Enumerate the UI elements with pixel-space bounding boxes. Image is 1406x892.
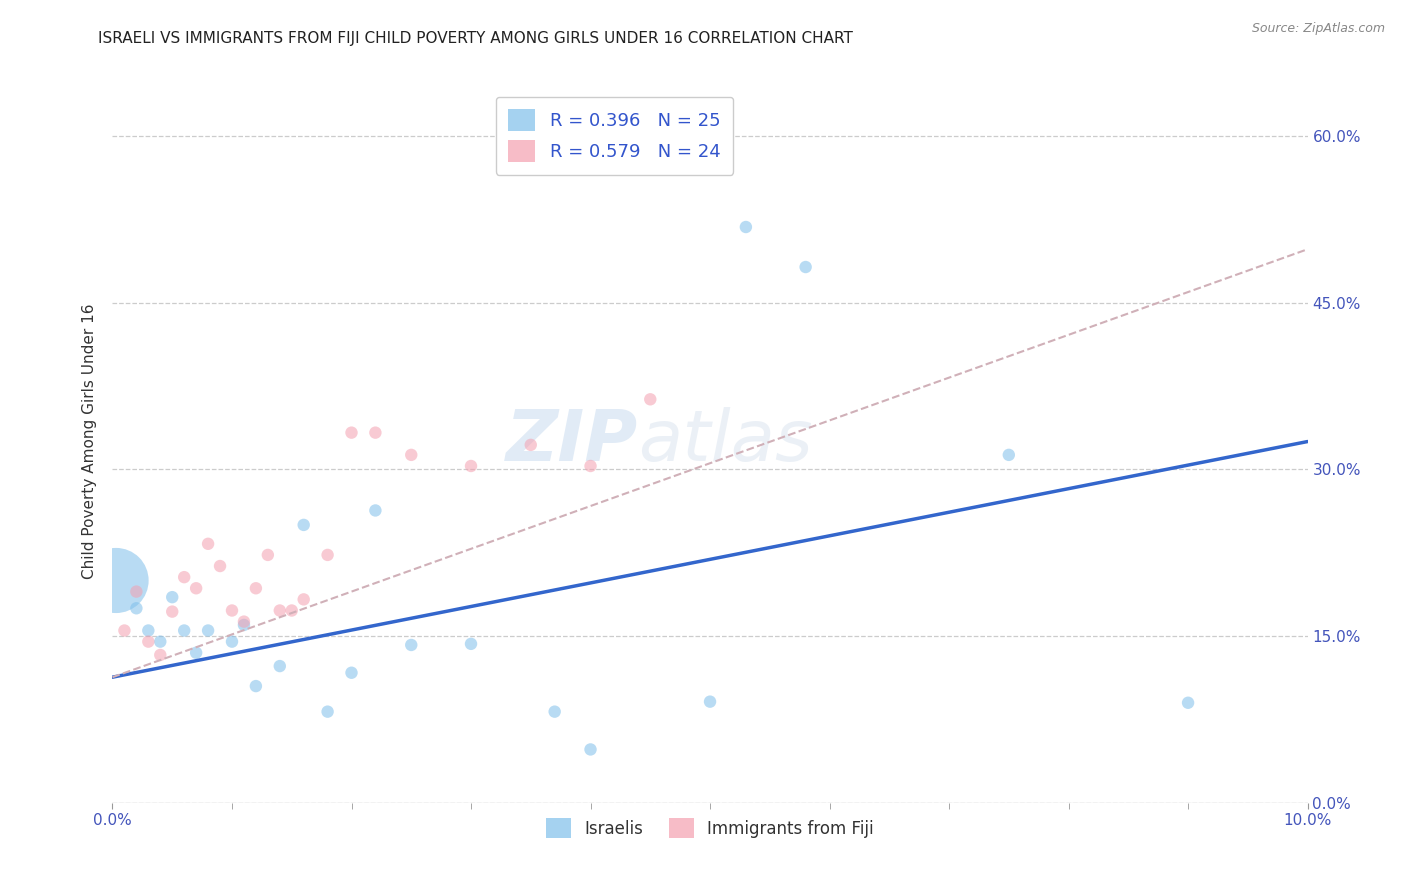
Point: [292, 517, 315, 532]
Point: [340, 665, 363, 680]
Point: [186, 646, 208, 660]
Point: [699, 695, 721, 709]
Point: [281, 603, 304, 617]
Point: [233, 618, 256, 632]
Point: [233, 615, 256, 629]
Text: ISRAELI VS IMMIGRANTS FROM FIJI CHILD POVERTY AMONG GIRLS UNDER 16 CORRELATION C: ISRAELI VS IMMIGRANTS FROM FIJI CHILD PO…: [98, 31, 853, 46]
Point: [186, 581, 208, 595]
Text: ZIP: ZIP: [506, 407, 638, 476]
Point: [114, 624, 135, 638]
Point: [460, 458, 482, 473]
Point: [138, 624, 160, 638]
Point: [125, 601, 148, 615]
Point: [340, 425, 363, 440]
Point: [401, 638, 423, 652]
Point: [364, 425, 387, 440]
Point: [543, 705, 565, 719]
Point: [998, 448, 1021, 462]
Point: [269, 659, 291, 673]
Text: atlas: atlas: [638, 407, 813, 476]
Text: Source: ZipAtlas.com: Source: ZipAtlas.com: [1251, 22, 1385, 36]
Point: [221, 603, 243, 617]
Point: [162, 590, 183, 604]
Point: [173, 624, 195, 638]
Point: [1177, 696, 1199, 710]
Point: [364, 503, 387, 517]
Legend: Israelis, Immigrants from Fiji: Israelis, Immigrants from Fiji: [540, 812, 880, 845]
Point: [460, 637, 482, 651]
Point: [138, 634, 160, 648]
Point: [149, 634, 172, 648]
Point: [197, 537, 219, 551]
Point: [401, 448, 423, 462]
Point: [173, 570, 195, 584]
Point: [579, 458, 602, 473]
Point: [257, 548, 280, 562]
Point: [579, 742, 602, 756]
Point: [640, 392, 662, 407]
Point: [162, 605, 183, 619]
Point: [269, 603, 291, 617]
Point: [125, 584, 148, 599]
Y-axis label: Child Poverty Among Girls Under 16: Child Poverty Among Girls Under 16: [82, 304, 97, 579]
Point: [209, 559, 232, 574]
Point: [316, 548, 339, 562]
Point: [316, 705, 339, 719]
Point: [245, 581, 267, 595]
Point: [149, 648, 172, 662]
Point: [245, 679, 267, 693]
Point: [794, 260, 817, 274]
Point: [221, 634, 243, 648]
Point: [105, 574, 128, 588]
Point: [292, 592, 315, 607]
Point: [197, 624, 219, 638]
Point: [735, 219, 758, 234]
Point: [520, 438, 543, 452]
